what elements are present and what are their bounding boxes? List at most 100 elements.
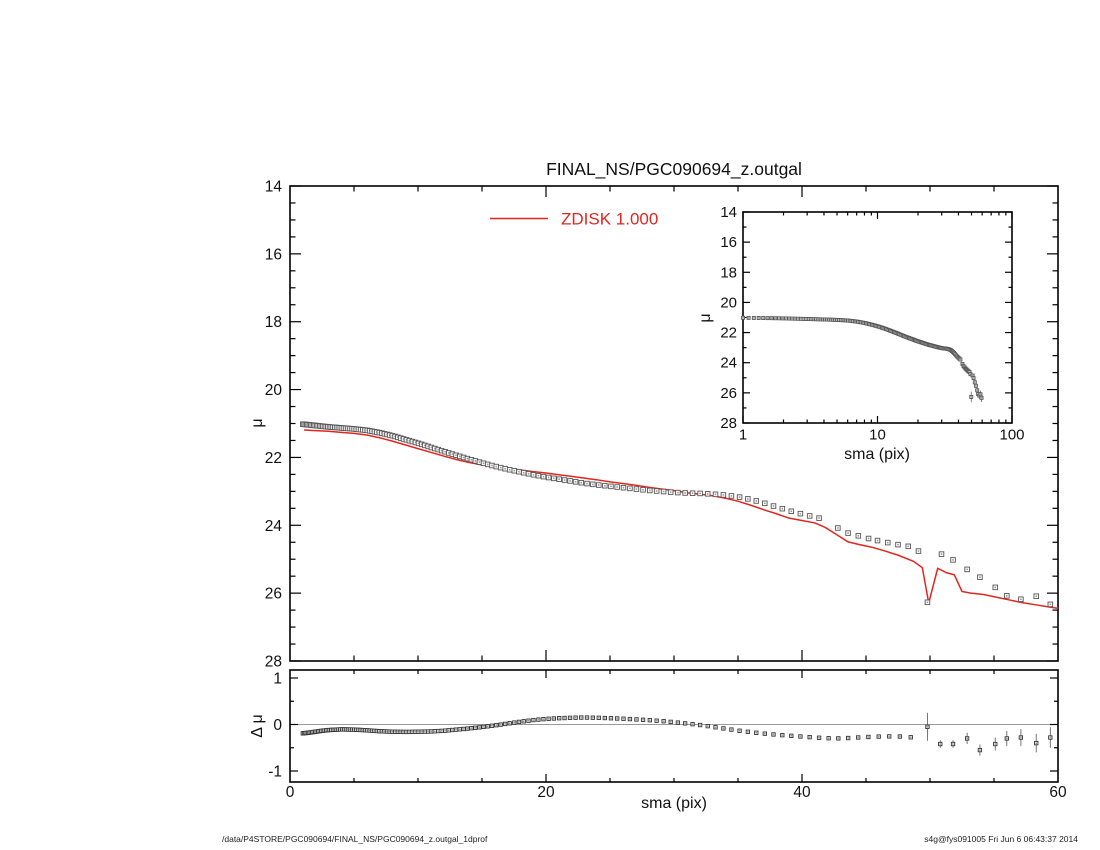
residual-point-marker [627,716,633,722]
residual-point-marker [675,720,681,725]
data-point-marker [1004,593,1010,599]
residual-point-marker [1034,740,1039,746]
tick-label: 24 [265,518,283,535]
tick-label: 16 [265,246,282,263]
residual-point-marker [429,729,434,734]
residual-point-marker [897,734,903,739]
data-point-marker [689,490,696,496]
data-point-marker [938,551,945,557]
data-point-marker [675,489,681,496]
residual-point-marker [690,722,695,727]
residual-point-marker [557,716,562,721]
residual-point-marker [551,716,557,721]
data-point-marker [614,484,620,490]
inset-point-marker [761,316,766,321]
data-point-marker [561,477,568,483]
inset-point-marker [787,316,792,321]
residual-point-marker [780,733,785,738]
inset-point-marker [973,383,978,388]
data-point-marker [806,513,813,519]
data-point-marker [540,473,547,480]
residual-point-marker [925,724,930,729]
data-point-marker [530,472,537,478]
residual-point-marker [446,728,451,733]
residual-point-marker [494,723,499,728]
data-point-marker [845,530,851,536]
residual-point-marker [502,721,508,727]
data-point-marker [712,491,719,498]
data-point-marker [556,476,562,482]
data-point-marker [602,482,608,489]
tick-label: 26 [265,586,282,603]
data-point-marker [497,464,504,471]
data-point-marker [506,466,513,473]
residual-point-marker [584,715,590,720]
inset-point-marker [969,394,974,399]
residual-point-marker [1048,735,1053,740]
residual-point-marker [536,717,541,722]
data-point-marker [895,541,901,548]
residual-point-marker [754,730,759,735]
residual-point-marker [938,741,943,747]
residual-point-marker [977,747,983,753]
residual-point-marker [964,736,970,741]
residual-point-marker [621,716,626,721]
residual-point-marker [469,726,474,731]
tick-label: 24 [720,355,737,372]
residual-point-marker [541,716,546,722]
data-point-marker [728,493,735,499]
tick-label: 18 [720,264,737,281]
residual-point-marker [498,722,503,727]
residual-point-marker [789,733,794,738]
data-point-marker [964,566,970,573]
data-point-marker [950,557,956,563]
residual-point-marker [798,734,803,739]
data-point-marker [874,537,881,544]
data-point-marker [762,500,768,507]
tick-label: 40 [793,784,811,801]
data-point-marker [704,491,711,497]
data-point-marker [525,470,532,477]
tick-label: 20 [537,784,555,801]
tick-label: 14 [265,179,283,196]
main-plot-panel: 14 16 18 20 22 24 26 28 [265,179,1059,671]
data-point-marker [493,463,500,470]
residual-point-marker [1004,736,1009,741]
tick-label: 1 [273,671,282,688]
data-point-marker [797,510,804,517]
residual-point-marker [836,736,841,741]
data-point-marker [511,467,518,474]
tick-label: 22 [265,450,282,467]
residual-point-marker [602,715,607,721]
inset-y-axis-label: μ [697,313,714,322]
inset-point-marker [975,388,980,393]
data-point-marker [608,483,614,490]
data-point-marker [720,492,727,498]
data-point-marker [885,539,891,546]
residual-point-marker [579,715,584,720]
data-point-marker [584,480,590,487]
tick-label: 18 [265,314,282,331]
tick-label: 22 [720,325,737,342]
data-point-marker [653,488,660,494]
inset-plot-panel: 14 16 18 20 22 24 26 281 10 100 [720,204,1024,444]
data-point-marker [572,479,579,485]
inset-point-marker [979,395,984,400]
tick-label: 20 [265,382,283,399]
inset-point-marker [972,380,977,385]
residual-point-marker [647,718,652,723]
data-point-marker [835,525,841,531]
tick-label: 0 [286,784,295,801]
tick-label: 100 [999,427,1024,444]
residual-point-marker [531,717,536,723]
legend-label: ZDISK 1.000 [561,210,658,229]
tick-label: 20 [720,294,737,311]
residual-point-marker [762,731,767,736]
inset-point-marker [773,316,778,321]
footer-user-timestamp: s4g@fys091005 Fri Jun 6 06:43:37 2014 [924,834,1078,844]
residual-point-marker [457,727,462,732]
inset-point-marker [741,315,745,320]
residual-point-marker [816,735,822,740]
